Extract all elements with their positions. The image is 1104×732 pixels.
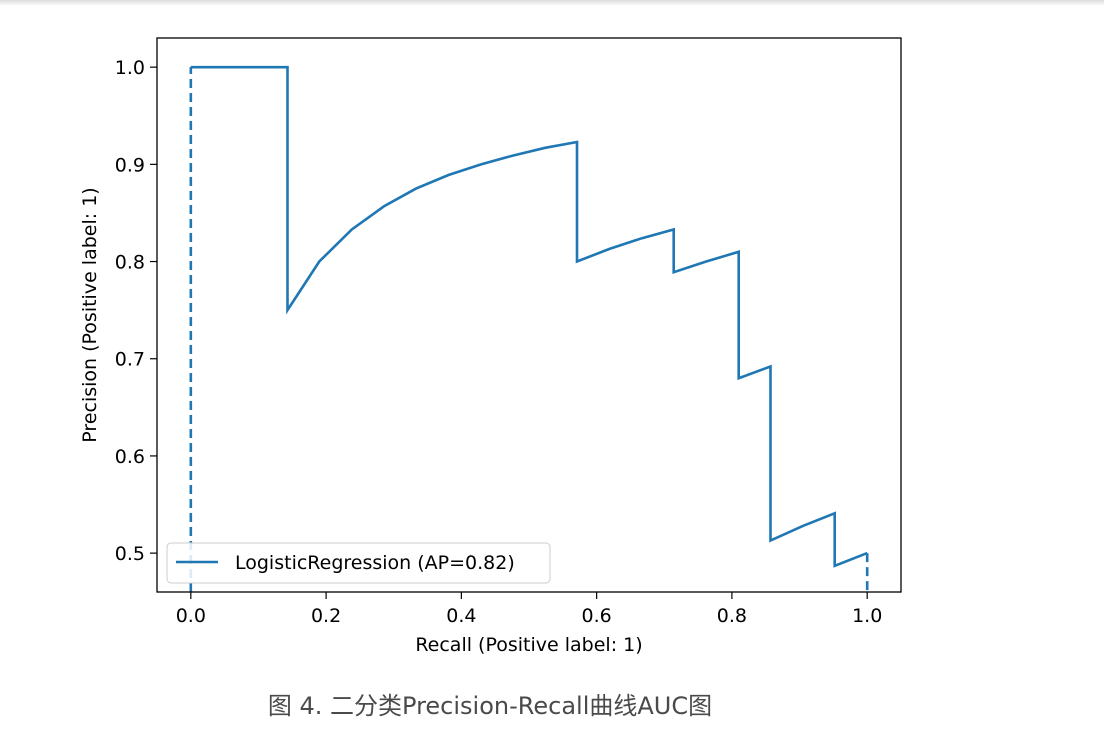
series-line-0: [190, 65, 868, 568]
axes-frame: [156, 37, 902, 593]
y-tick-label: 0.7: [115, 349, 145, 371]
x-tick-label: 0.8: [717, 605, 747, 627]
y-tick-label: 0.5: [115, 543, 145, 565]
y-tick-label: 0.6: [115, 446, 145, 468]
x-tick-label: 0.6: [582, 605, 612, 627]
figure-caption: 图 4. 二分类Precision-Recall曲线AUC图: [267, 692, 713, 720]
x-tick-label: 1.0: [852, 605, 882, 627]
legend-label: LogisticRegression (AP=0.82): [235, 552, 515, 574]
x-tick-label: 0.0: [176, 605, 206, 627]
curve-layer: [189, 65, 869, 592]
x-tick-label: 0.4: [446, 605, 476, 627]
legend: LogisticRegression (AP=0.82): [166, 542, 551, 584]
x-tick-label: 0.2: [311, 605, 341, 627]
precision-recall-chart: 0.0 0.2 0.4 0.6 0.8 1.0 0.5 0.6 0.7 0.8 0.9 1.0 Rec…: [79, 37, 902, 656]
ticks-layer: 0.0 0.2 0.4 0.6 0.8 1.0 0.5 0.6 0.7 0.8 0.9 1.0: [115, 57, 883, 627]
legend-box: [166, 542, 551, 584]
y-axis-label: Precision (Positive label: 1): [79, 187, 101, 442]
y-tick-label: 1.0: [115, 57, 145, 79]
x-axis-label: Recall (Positive label: 1): [415, 634, 642, 656]
y-tick-label: 0.9: [115, 154, 145, 176]
top-shadow-bar: [0, 0, 1104, 6]
y-tick-label: 0.8: [115, 252, 145, 274]
